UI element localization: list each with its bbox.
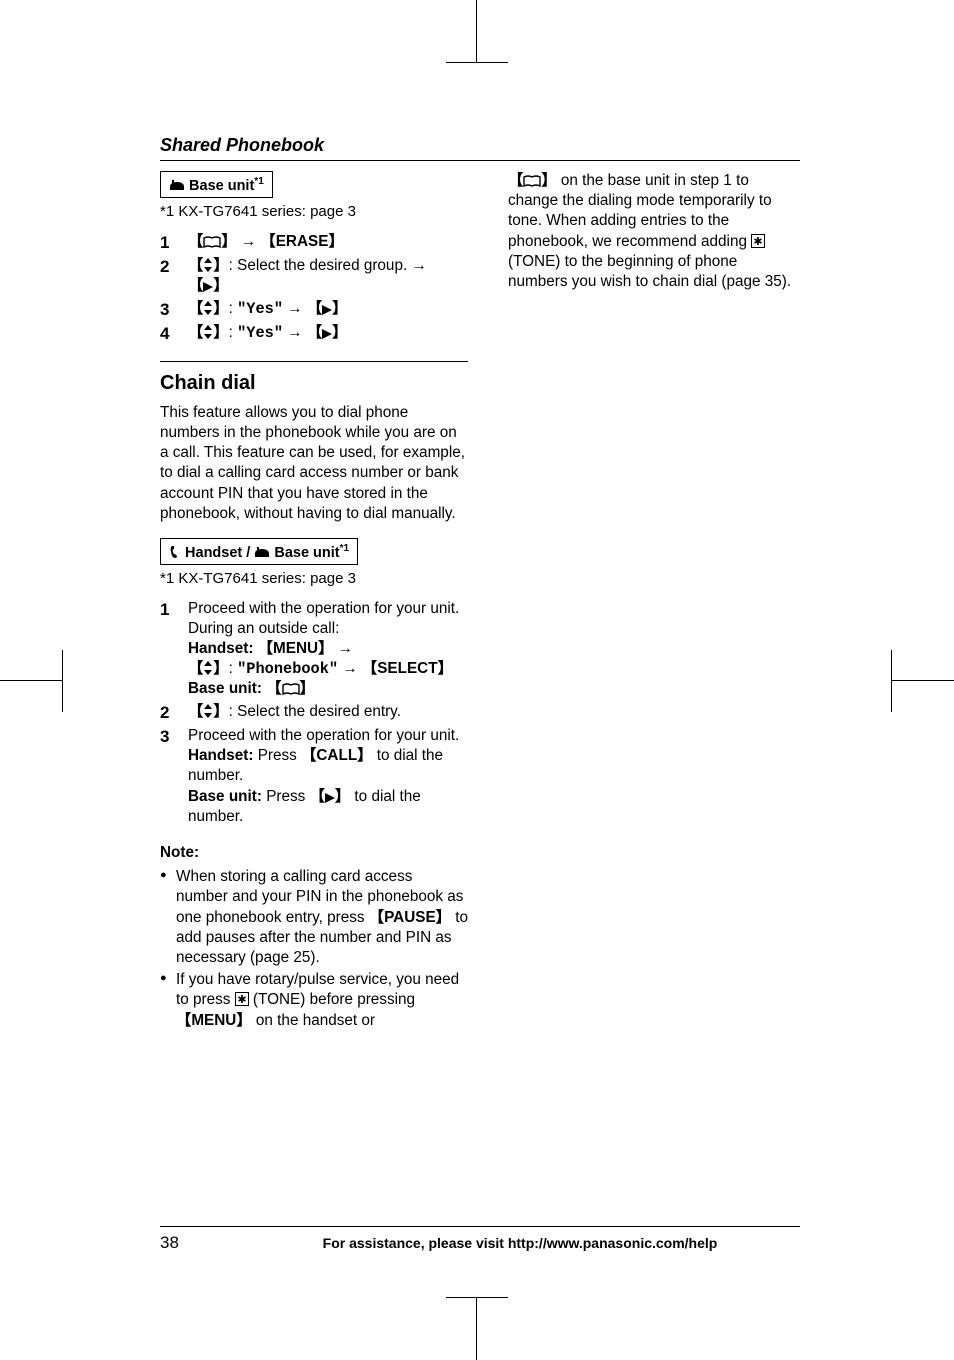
right-arrow-icon: [322, 329, 332, 339]
left-column: Base unit*1 *1 KX-TG7641 series: page 3 …: [160, 171, 468, 1033]
page: Shared Phonebook Base unit*1 *1 KX-TG764…: [0, 0, 954, 1360]
base-unit-icon: [254, 547, 270, 559]
footnote-2: *1 KX-TG7641 series: page 3: [160, 569, 468, 589]
step2-text: : Select the desired entry.: [229, 703, 401, 720]
base-label: Base unit: [270, 545, 339, 561]
step-num: 2: [160, 702, 188, 724]
page-number: 38: [160, 1233, 240, 1253]
base-unit-sup: *1: [254, 176, 263, 187]
step-num: 4: [160, 323, 188, 345]
step1-line1: Proceed with the operation for your unit…: [188, 600, 459, 617]
page-footer: 38 For assistance, please visit http://w…: [160, 1226, 800, 1253]
arrow: →: [338, 660, 362, 677]
arrow: →: [411, 257, 426, 274]
star-key-icon: ✱: [751, 234, 765, 248]
step-num: 3: [160, 299, 188, 321]
handset-base-box: Handset / Base unit*1: [160, 538, 358, 565]
yes-text: "Yes": [237, 300, 283, 318]
footnote-1: *1 KX-TG7641 series: page 3: [160, 202, 468, 222]
step-2: 2 【】: Select the desired group. → 【】: [160, 256, 468, 296]
crop-mark: [476, 1298, 477, 1360]
step-3: 3 Proceed with the operation for your un…: [160, 726, 468, 827]
up-down-icon: [203, 704, 213, 718]
cont-text-b: (TONE) to the beginning of phone numbers…: [508, 253, 791, 290]
handset-label: Handset /: [181, 545, 254, 561]
step-body: 【】: "Yes" → 【】: [188, 323, 468, 345]
right-column: 【】 on the base unit in step 1 to change …: [492, 171, 800, 1033]
step-body: 【】: Select the desired entry.: [188, 702, 468, 724]
phonebook-icon: [203, 236, 221, 248]
columns: Base unit*1 *1 KX-TG7641 series: page 3 …: [160, 171, 800, 1033]
erase-key: 【ERASE】: [260, 233, 343, 250]
svg-text:✱: ✱: [237, 994, 246, 1006]
chain-dial-para: This feature allows you to dial phone nu…: [160, 403, 468, 524]
step-1: 1 Proceed with the operation for your un…: [160, 599, 468, 700]
step-4: 4 【】: "Yes" → 【】: [160, 323, 468, 345]
crop-mark: [0, 680, 62, 681]
right-arrow-icon: [322, 305, 332, 315]
crop-mark: [446, 62, 508, 63]
note-bullet-1: When storing a calling card access numbe…: [160, 867, 468, 968]
handset-label: Handset:: [188, 747, 253, 764]
step1-line2: During an outside call:: [188, 620, 339, 637]
crop-mark: [891, 650, 892, 712]
step-body: 【】: "Yes" → 【】: [188, 299, 468, 321]
step3-line1: Proceed with the operation for your unit…: [188, 727, 459, 744]
phonebook-text: "Phonebook": [237, 660, 338, 678]
crop-mark: [892, 680, 954, 681]
handset-label: Handset:: [188, 640, 258, 657]
step-2: 2 【】: Select the desired entry.: [160, 702, 468, 724]
handset-icon: [169, 545, 181, 559]
baseunit-label: Base unit:: [188, 788, 262, 805]
step-body: 【】 → 【ERASE】: [188, 232, 468, 254]
base-unit-icon: [169, 180, 185, 192]
step-body: 【】: Select the desired group. → 【】: [188, 256, 468, 296]
step-body: Proceed with the operation for your unit…: [188, 726, 468, 827]
chain-dial-title: Chain dial: [160, 370, 468, 396]
base-unit-label: Base unit: [185, 178, 254, 194]
crop-mark: [446, 1297, 508, 1298]
step-num: 1: [160, 599, 188, 700]
steps-chain-dial: 1 Proceed with the operation for your un…: [160, 599, 468, 827]
section-rule: [160, 361, 468, 362]
up-down-icon: [203, 325, 213, 339]
arrow: →: [283, 300, 307, 317]
right-arrow-icon: [203, 282, 213, 292]
note-heading: Note:: [160, 843, 468, 863]
yes-text: "Yes": [237, 324, 283, 342]
phonebook-icon: [523, 175, 541, 187]
up-down-icon: [203, 301, 213, 315]
steps-group-erase: 1 【】 → 【ERASE】 2 【】: Select the desired …: [160, 232, 468, 346]
arrow: →: [241, 233, 256, 250]
step-num: 2: [160, 256, 188, 296]
base-sup: *1: [340, 543, 349, 554]
header-rule: [160, 160, 800, 161]
star-key-icon: ✱: [235, 992, 249, 1006]
arrow: →: [333, 640, 353, 657]
note-continuation: 【】 on the base unit in step 1 to change …: [492, 171, 800, 292]
step-3: 3 【】: "Yes" → 【】: [160, 299, 468, 321]
step-num: 3: [160, 726, 188, 827]
note-bullets: When storing a calling card access numbe…: [160, 867, 468, 1031]
right-arrow-icon: [325, 793, 335, 803]
page-header: Shared Phonebook: [160, 135, 800, 156]
base-unit-box: Base unit*1: [160, 171, 273, 198]
crop-mark: [62, 650, 63, 712]
step-num: 1: [160, 232, 188, 254]
step-body: Proceed with the operation for your unit…: [188, 599, 468, 700]
up-down-icon: [203, 661, 213, 675]
note-bullet-2: If you have rotary/pulse service, you ne…: [160, 970, 468, 1031]
content-area: Shared Phonebook Base unit*1 *1 KX-TG764…: [160, 135, 800, 1253]
footer-assist-text: For assistance, please visit http://www.…: [240, 1235, 800, 1251]
svg-text:✱: ✱: [754, 236, 763, 248]
step2-text: : Select the desired group.: [229, 257, 412, 274]
arrow: →: [283, 324, 307, 341]
baseunit-label: Base unit:: [188, 680, 266, 697]
step-1: 1 【】 → 【ERASE】: [160, 232, 468, 254]
crop-mark: [476, 0, 477, 62]
up-down-icon: [203, 258, 213, 272]
phonebook-icon: [282, 683, 300, 695]
